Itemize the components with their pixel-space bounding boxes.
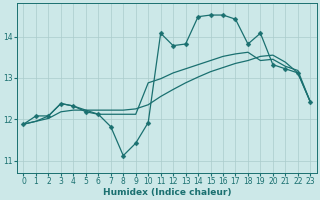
X-axis label: Humidex (Indice chaleur): Humidex (Indice chaleur) [103, 188, 231, 197]
